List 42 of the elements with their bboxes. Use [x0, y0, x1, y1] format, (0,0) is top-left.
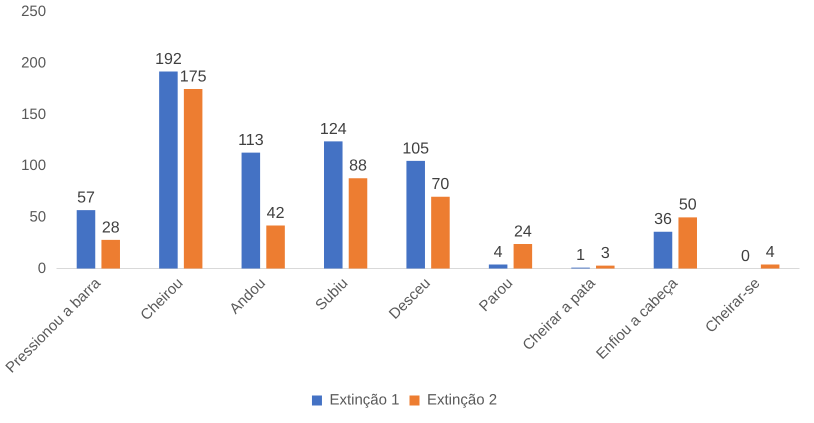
data-label: 1 [576, 247, 586, 264]
bar [266, 226, 285, 269]
bar [596, 266, 615, 269]
y-tick-label: 0 [38, 260, 46, 277]
data-label: 36 [654, 211, 672, 228]
bar [101, 240, 120, 269]
data-label: 42 [266, 204, 285, 222]
data-label: 28 [102, 219, 120, 236]
bar [406, 160, 425, 269]
data-label: 24 [514, 223, 532, 240]
data-label: 4 [494, 244, 503, 261]
bar [678, 217, 697, 269]
y-tick-label: 100 [21, 157, 46, 174]
bar [348, 178, 368, 269]
bar [488, 264, 508, 269]
legend-label: Extinção 1 [329, 392, 400, 409]
data-label: 3 [600, 244, 610, 262]
bar [242, 152, 260, 269]
data-label: 113 [238, 132, 264, 150]
bar [184, 88, 202, 269]
bar [431, 196, 450, 269]
data-label: 124 [320, 120, 347, 138]
y-tick-label: 50 [29, 208, 46, 226]
legend-label: Extinção 2 [427, 392, 498, 409]
y-tick-label: 200 [21, 54, 46, 72]
data-label: 57 [77, 190, 95, 207]
data-label: 70 [432, 176, 450, 194]
bar [159, 72, 178, 269]
y-tick-label: 150 [21, 106, 46, 123]
bar [760, 264, 780, 269]
bar [514, 244, 532, 269]
data-label: 175 [180, 68, 207, 86]
data-label: 0 [740, 248, 750, 266]
data-label: 88 [349, 158, 367, 175]
data-label: 192 [155, 50, 182, 68]
data-label: 50 [678, 196, 697, 214]
y-tick-label: 250 [21, 3, 46, 20]
bar [654, 232, 672, 269]
bar [76, 210, 96, 269]
bar [324, 141, 343, 269]
data-label: 105 [402, 140, 430, 158]
data-label: 4 [766, 244, 775, 261]
